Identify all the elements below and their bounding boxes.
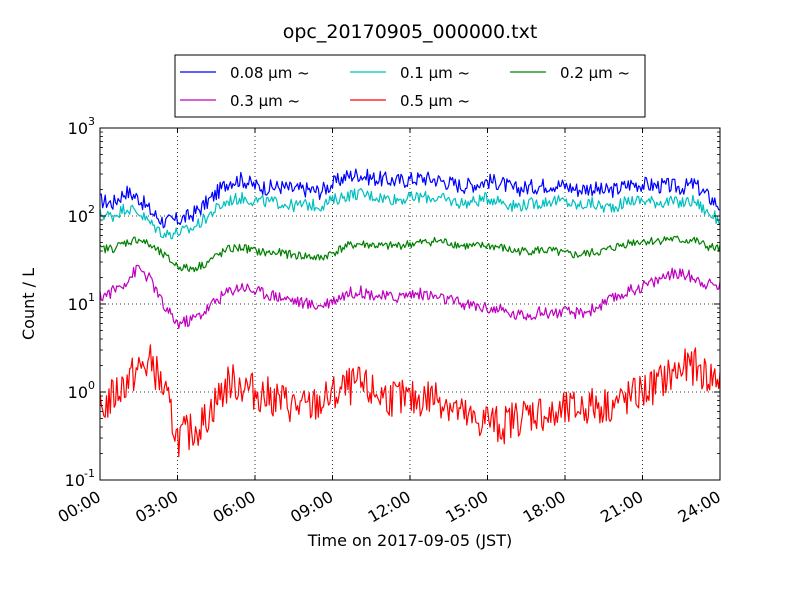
legend-label: 0.2 μm ~: [560, 64, 630, 82]
y-tick-label: 10: [68, 119, 88, 138]
x-tick-label: 18:00: [520, 487, 569, 527]
x-axis-label: Time on 2017-09-05 (JST): [307, 531, 512, 550]
y-tick-label: 10: [68, 207, 88, 226]
series-line: [99, 168, 721, 229]
axes: 00:00 03:00 06:00 09:00 12:00 15:00 18:00 21:00…: [55, 115, 724, 527]
x-tick-label: 24:00: [675, 487, 724, 527]
legend-box: [174, 54, 646, 118]
series-line: [99, 344, 721, 458]
legend: 0.08 μm ~ 0.1 μm ~ 0.2 μm ~ 0.3 μm ~ 0.5 μm …: [174, 54, 646, 118]
grid: [100, 128, 720, 480]
y-tick-label: 10: [65, 471, 85, 490]
x-tick-label: 06:00: [210, 487, 259, 527]
y-tick-exponent: 0: [88, 379, 95, 392]
x-tick-label: 21:00: [597, 487, 646, 527]
y-tick-exponent: 3: [88, 115, 95, 128]
series-layer: [99, 168, 721, 458]
chart-title: opc_20170905_000000.txt: [283, 21, 538, 43]
x-tick-label: 00:00: [55, 487, 104, 527]
y-tick-exponent: 2: [88, 203, 95, 216]
x-tick-label: 15:00: [442, 487, 491, 527]
legend-label: 0.1 μm ~: [400, 64, 470, 82]
y-tick-exponent: 1: [88, 291, 95, 304]
series-line: [99, 235, 721, 273]
y-tick-label: 10: [68, 383, 88, 402]
y-axis-label: Count / L: [19, 268, 38, 340]
series-line: [99, 264, 721, 329]
series-line: [99, 187, 721, 240]
y-tick-label: 10: [68, 295, 88, 314]
x-tick-label: 12:00: [365, 487, 414, 527]
legend-label: 0.08 μm ~: [230, 64, 310, 82]
legend-label: 0.5 μm ~: [400, 92, 470, 110]
y-tick-exponent: -1: [84, 467, 95, 480]
legend-label: 0.3 μm ~: [230, 92, 300, 110]
x-tick-label: 03:00: [132, 487, 181, 527]
x-tick-label: 09:00: [287, 487, 336, 527]
